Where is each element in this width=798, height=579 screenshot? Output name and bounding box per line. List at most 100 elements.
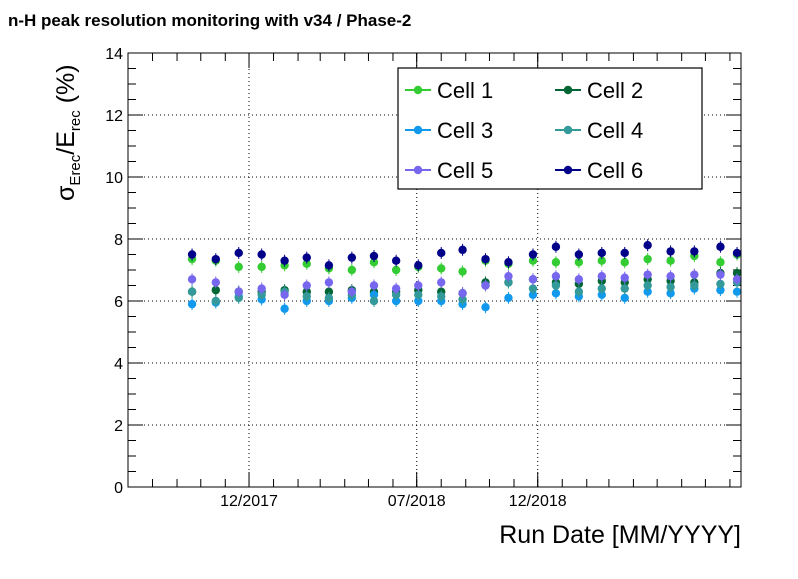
legend: Cell 1 Cell 2 Cell 3 Cell 4 Cell 5 Cell 6	[397, 67, 703, 190]
data-point-cell-5	[324, 278, 334, 287]
data-point-cell-6	[369, 251, 379, 261]
data-point-cell-5	[302, 281, 311, 290]
legend-box	[397, 67, 703, 190]
legend-label-cell-4: Cell 4	[587, 118, 643, 143]
data-point-cell-2	[324, 287, 334, 296]
y-label-sigma-sub: Erec	[67, 154, 84, 185]
data-point-cell-4	[414, 290, 423, 299]
y-axis-label: σErec/Erec (%)	[52, 64, 84, 201]
data-point-cell-6	[302, 253, 311, 262]
data-point-cell-3	[716, 285, 725, 295]
data-point-cell-3	[666, 289, 675, 298]
legend-marker-cell-2	[563, 85, 573, 95]
y-tick-label: 6	[114, 294, 123, 311]
data-point-cell-1	[528, 256, 538, 265]
data-point-cell-1	[716, 258, 725, 267]
data-point-cell-3	[280, 304, 289, 313]
data-point-cell-1	[257, 262, 266, 272]
data-point-cell-4	[324, 293, 334, 303]
data-point-cell-4	[391, 290, 401, 299]
data-point-cell-6	[643, 241, 652, 250]
data-point-cell-1	[234, 262, 243, 272]
y-label-slash-e: /E	[52, 131, 80, 155]
data-point-cell-6	[732, 248, 742, 258]
y-label-e-sub: rec	[67, 110, 84, 131]
data-point-cell-5	[574, 275, 584, 284]
data-point-cell-1	[369, 258, 379, 267]
data-point-cell-2	[732, 268, 742, 278]
y-tick-label: 10	[105, 170, 123, 187]
data-point-cell-4	[187, 287, 197, 296]
data-point-cell-5	[458, 289, 467, 298]
data-point-cell-6	[620, 248, 629, 258]
data-point-cell-5	[347, 287, 357, 296]
data-point-cell-1	[574, 258, 584, 267]
data-point-cell-4	[551, 281, 561, 290]
data-point-cell-4	[620, 284, 629, 293]
data-point-cell-5	[666, 272, 675, 281]
y-tick-label: 0	[114, 480, 123, 497]
data-point-cell-5	[187, 275, 197, 284]
data-point-cell-6	[324, 261, 334, 270]
data-point-cell-6	[574, 250, 584, 259]
data-point-cell-5	[716, 270, 725, 279]
data-point-cell-6	[458, 245, 467, 255]
data-point-cell-5	[732, 275, 742, 284]
data-point-cell-5	[257, 284, 266, 293]
data-point-cell-3	[391, 296, 401, 306]
data-point-cell-1	[458, 267, 467, 276]
data-point-cell-6	[234, 248, 243, 258]
data-point-cell-4	[716, 279, 725, 289]
data-point-cell-4	[574, 287, 584, 296]
legend-label-cell-3: Cell 3	[437, 118, 493, 143]
y-label-unit: (%)	[52, 64, 80, 110]
data-point-cell-5	[211, 278, 220, 287]
legend-marker-cell-4	[563, 125, 573, 135]
data-point-cell-6	[481, 254, 490, 264]
data-point-cell-1	[302, 259, 311, 268]
data-point-cell-1	[347, 265, 357, 275]
legend-marker-cell-1	[413, 85, 423, 95]
data-point-cell-3	[732, 287, 742, 296]
data-point-cell-5	[280, 290, 289, 299]
y-tick-label: 2	[114, 418, 123, 435]
data-point-cell-4	[234, 293, 243, 303]
data-point-cell-6	[187, 250, 197, 259]
data-point-cell-6	[347, 253, 357, 262]
data-point-cell-1	[666, 256, 675, 265]
legend-marker-cell-5	[413, 165, 423, 175]
legend-marker-cell-3	[413, 125, 423, 135]
data-point-cell-5	[690, 270, 699, 279]
data-point-cell-5	[620, 273, 629, 282]
data-point-cell-5	[414, 281, 423, 290]
data-point-cell-5	[643, 270, 652, 279]
data-point-cell-3	[597, 290, 606, 299]
data-point-cell-5	[504, 272, 513, 281]
data-point-cell-4	[597, 284, 606, 293]
x-axis-label: Run Date [MM/YYYY]	[499, 521, 741, 549]
data-point-cell-6	[257, 250, 266, 259]
data-point-cell-5	[234, 287, 243, 296]
data-point-cell-6	[690, 247, 699, 256]
legend-label-cell-6: Cell 6	[587, 158, 643, 183]
data-point-cell-6	[528, 250, 538, 259]
y-label-sigma: σ	[52, 185, 80, 201]
plot-frame	[127, 52, 742, 488]
y-tick-label: 4	[114, 356, 123, 373]
data-point-cell-5	[369, 281, 379, 290]
chart-title: n-H peak resolution monitoring with v34 …	[8, 11, 411, 30]
data-point-cell-4	[504, 278, 513, 287]
data-point-cell-5	[551, 272, 561, 281]
data-point-cell-6	[551, 242, 561, 251]
data-point-cell-4	[528, 284, 538, 293]
data-point-cell-3	[504, 293, 513, 303]
data-point-cell-4	[302, 292, 311, 301]
data-point-cell-3	[551, 289, 561, 298]
data-point-cell-6	[504, 258, 513, 267]
data-point-cell-2	[211, 285, 220, 295]
data-point-cell-5	[391, 284, 401, 293]
data-point-cell-6	[437, 248, 446, 258]
data-point-cell-5	[528, 275, 538, 284]
y-tick-label: 8	[114, 232, 123, 249]
